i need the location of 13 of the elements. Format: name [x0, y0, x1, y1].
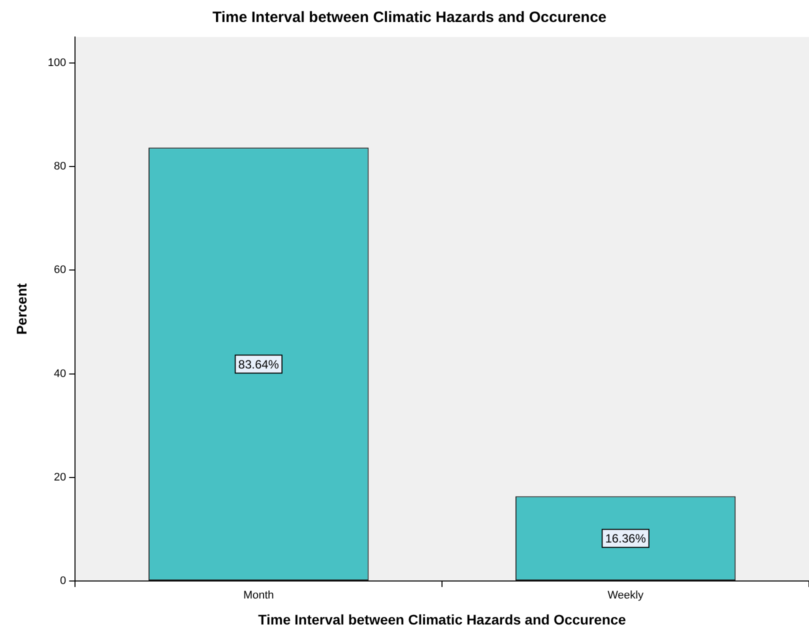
data-label: 83.64%	[238, 357, 280, 372]
y-tick-label: 100	[48, 56, 66, 69]
y-tick-label: 60	[54, 264, 66, 276]
y-axis-title: Percent	[13, 282, 30, 335]
x-tick-label: Month	[243, 590, 274, 602]
y-tick-label: 40	[54, 368, 66, 380]
x-axis-title: Time Interval between Climatic Hazards and Occurence	[258, 611, 626, 628]
data-label: 16.36%	[605, 532, 646, 546]
y-tick-label: 0	[60, 575, 66, 588]
y-tick-label: 20	[54, 471, 66, 484]
x-tick-label: Weekly	[608, 590, 644, 602]
chart-title: Time Interval between Climatic Hazards and Occurence	[212, 9, 607, 26]
y-tick-label: 80	[54, 160, 66, 173]
